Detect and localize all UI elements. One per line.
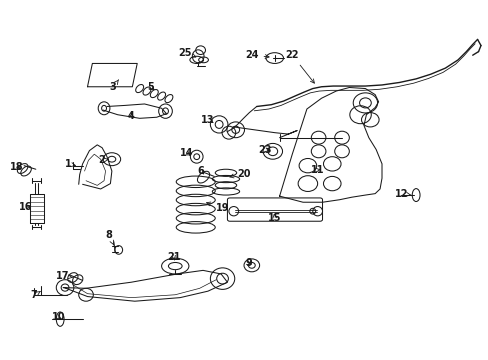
Text: 4: 4 — [128, 111, 135, 121]
Text: 13: 13 — [201, 115, 214, 125]
Text: 15: 15 — [267, 213, 281, 222]
Text: 7: 7 — [30, 291, 40, 301]
Text: 21: 21 — [167, 252, 180, 262]
Text: 25: 25 — [178, 48, 196, 58]
Text: 22: 22 — [285, 50, 314, 83]
Text: 18: 18 — [9, 162, 23, 172]
Text: 12: 12 — [394, 189, 410, 199]
Text: 3: 3 — [109, 80, 119, 93]
Text: 11: 11 — [310, 165, 324, 175]
Text: 19: 19 — [206, 202, 229, 213]
Text: 23: 23 — [258, 144, 271, 154]
Text: 24: 24 — [244, 50, 268, 60]
Text: 2: 2 — [99, 155, 108, 165]
Text: 6: 6 — [197, 166, 203, 176]
Text: 8: 8 — [105, 230, 113, 245]
Text: 17: 17 — [56, 271, 73, 281]
Text: 9: 9 — [244, 258, 251, 268]
Text: 10: 10 — [51, 312, 65, 322]
Text: 20: 20 — [229, 168, 250, 179]
Text: 14: 14 — [180, 148, 193, 158]
Text: 1: 1 — [64, 159, 75, 169]
Text: 16: 16 — [19, 202, 33, 212]
Text: 5: 5 — [147, 82, 154, 92]
